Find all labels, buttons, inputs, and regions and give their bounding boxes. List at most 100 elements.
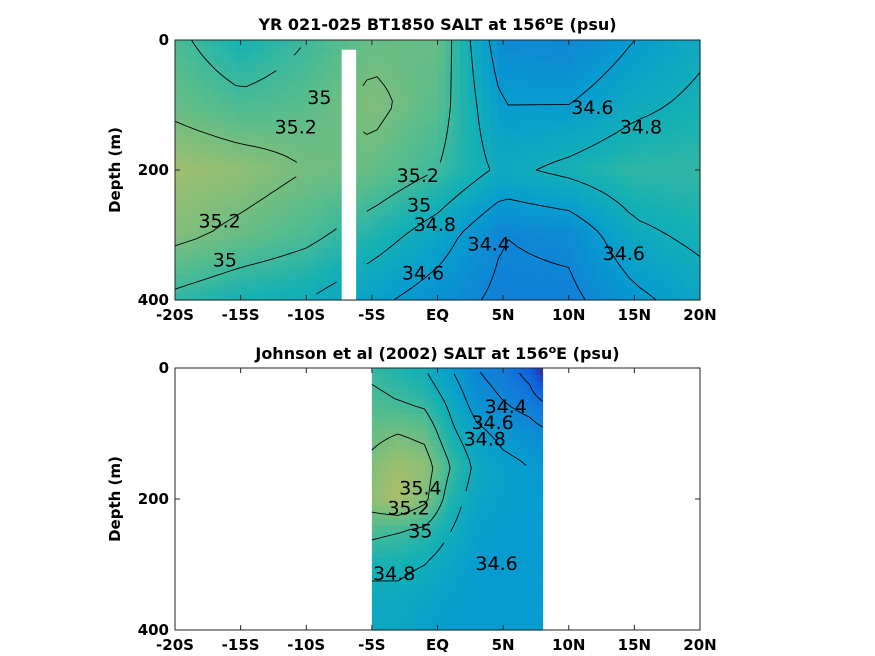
salinity-cell xyxy=(430,144,439,152)
salinity-cell xyxy=(602,222,611,230)
salinity-cell xyxy=(685,137,694,145)
salinity-cell xyxy=(391,485,395,494)
salinity-cell xyxy=(491,538,495,546)
salinity-cell xyxy=(486,368,490,376)
salinity-cell xyxy=(532,368,536,376)
salinity-cell xyxy=(413,492,417,500)
salinity-cell xyxy=(362,235,371,243)
salinity-cell xyxy=(647,150,656,158)
salinity-cell xyxy=(471,407,475,415)
salinity-cell xyxy=(474,485,478,494)
salinity-cell xyxy=(525,440,529,448)
salinity-cell xyxy=(497,287,506,295)
salinity-cell xyxy=(302,176,311,184)
salinity-cell xyxy=(602,183,611,191)
salinity-cell xyxy=(484,387,488,395)
salinity-cell xyxy=(452,66,461,74)
salinity-cell xyxy=(505,92,514,100)
salinity-cell xyxy=(482,215,491,223)
salinity-cell xyxy=(287,235,296,243)
salinity-cell xyxy=(408,374,412,382)
salinity-cell xyxy=(452,426,456,435)
salinity-cell xyxy=(557,66,566,74)
salinity-cell xyxy=(535,157,544,165)
salinity-cell xyxy=(220,72,229,80)
salinity-cell xyxy=(692,235,701,243)
salinity-cell xyxy=(476,557,480,566)
salinity-cell xyxy=(515,466,519,474)
salinity-cell xyxy=(432,531,436,539)
salinity-cell xyxy=(474,544,478,552)
salinity-cell xyxy=(512,111,521,119)
salinity-cell xyxy=(508,499,512,507)
salinity-cell xyxy=(272,137,281,145)
salinity-cell xyxy=(565,144,574,152)
salinity-cell xyxy=(523,512,527,520)
salinity-cell xyxy=(413,446,417,454)
salinity-cell xyxy=(496,407,500,415)
salinity-cell xyxy=(406,544,410,552)
salinity-cell xyxy=(542,131,551,139)
salinity-cell xyxy=(437,144,446,152)
salinity-cell xyxy=(182,261,191,269)
salinity-cell xyxy=(467,176,476,184)
salinity-cell xyxy=(407,105,416,113)
salinity-cell xyxy=(408,557,412,566)
salinity-cell xyxy=(393,512,397,520)
salinity-cell xyxy=(406,368,410,376)
salinity-cell xyxy=(220,189,229,197)
salinity-cell xyxy=(197,202,206,210)
salinity-cell xyxy=(515,446,519,454)
salinity-cell xyxy=(406,531,410,539)
salinity-cell xyxy=(471,531,475,539)
salinity-cell xyxy=(685,209,694,217)
salinity-cell xyxy=(459,374,463,382)
salinity-cell xyxy=(518,407,522,415)
salinity-cell xyxy=(280,150,289,158)
salinity-cell xyxy=(435,381,439,389)
salinity-cell xyxy=(467,228,476,236)
salinity-cell xyxy=(377,111,386,119)
salinity-cell xyxy=(542,189,551,197)
salinity-cell xyxy=(386,538,390,546)
salinity-cell xyxy=(625,176,634,184)
salinity-cell xyxy=(257,209,266,217)
salinity-cell xyxy=(498,440,502,448)
salinity-cell xyxy=(550,235,559,243)
salinity-cell xyxy=(437,248,446,256)
salinity-cell xyxy=(376,374,380,382)
salinity-cell xyxy=(602,287,611,295)
salinity-cell xyxy=(415,53,424,61)
salinity-cell xyxy=(505,407,509,415)
salinity-cell xyxy=(565,241,574,249)
salinity-cell xyxy=(512,85,521,93)
salinity-cell xyxy=(452,189,461,197)
salinity-cell xyxy=(423,564,427,572)
salinity-cell xyxy=(242,40,251,48)
salinity-cell xyxy=(452,202,461,210)
salinity-cell xyxy=(447,499,451,507)
salinity-cell xyxy=(371,440,375,448)
salinity-cell xyxy=(420,400,424,408)
salinity-cell xyxy=(497,40,506,48)
salinity-cell xyxy=(430,287,439,295)
salinity-cell xyxy=(287,274,296,282)
salinity-cell xyxy=(467,131,476,139)
salinity-cell xyxy=(280,293,289,301)
salinity-cell xyxy=(280,144,289,152)
salinity-cell xyxy=(513,485,517,494)
salinity-cell xyxy=(317,46,326,54)
salinity-cell xyxy=(491,368,495,376)
salinity-cell xyxy=(407,72,416,80)
salinity-cell xyxy=(610,72,619,80)
salinity-cell xyxy=(535,222,544,230)
salinity-cell xyxy=(371,538,375,546)
salinity-cell xyxy=(520,518,524,526)
salinity-cell xyxy=(413,440,417,448)
salinity-cell xyxy=(527,196,536,204)
salinity-cell xyxy=(242,248,251,256)
salinity-cell xyxy=(513,381,517,389)
salinity-cell xyxy=(488,459,492,467)
salinity-cell xyxy=(452,368,456,376)
salinity-cell xyxy=(580,118,589,126)
